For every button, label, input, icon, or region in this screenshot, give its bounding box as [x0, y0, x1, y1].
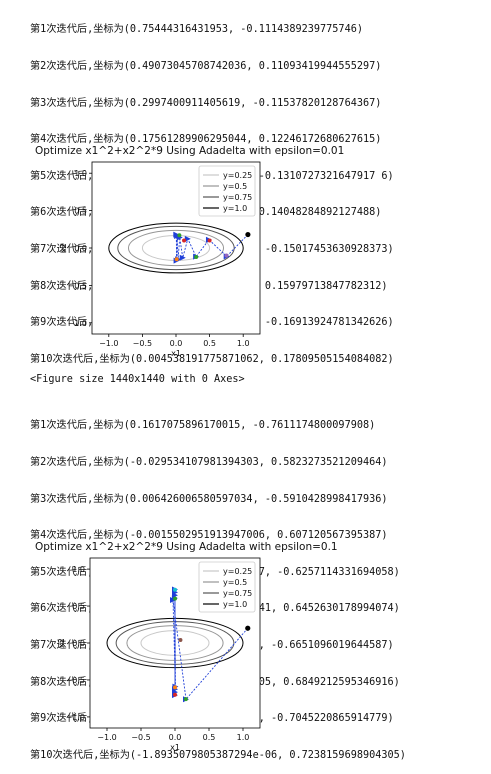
x-tick-label: −1.0 — [99, 339, 118, 348]
legend-label: y=0.25 — [223, 171, 252, 180]
legend-label: y=0.75 — [223, 193, 252, 202]
path-marker — [173, 692, 177, 697]
chart-2-title: Optimize x1^2+x2^2*9 Using Adadelta with… — [35, 541, 338, 553]
x-tick-label: 0.5 — [203, 733, 216, 742]
start-point — [245, 625, 251, 631]
legend-box — [198, 561, 256, 613]
path-marker — [178, 638, 183, 643]
x-tick-label: −1.0 — [97, 733, 116, 742]
x-axis-label: x1 — [170, 743, 180, 752]
y-tick-label: 1.0 — [74, 169, 87, 178]
x-tick-label: −0.5 — [131, 733, 150, 742]
y-tick-label: 0.5 — [74, 207, 87, 216]
y-tick-label: −1.0 — [66, 713, 85, 722]
legend-label: y=1.0 — [223, 204, 247, 213]
contour-line — [127, 229, 225, 267]
y-tick-label: −0.5 — [68, 281, 87, 290]
chart-1: −1.0 −0.5 0.0 0.5 1.0 1.0 0.5 0.0 −0.5 −1.0 x1 x2 y=… — [59, 161, 261, 358]
path-marker — [207, 238, 212, 243]
y-tick-label: 0.5 — [72, 602, 85, 611]
output-line: 第1次迭代后,坐标为(0.1617075896170015, -0.761117… — [30, 420, 376, 432]
x-tick-label: 0.0 — [170, 339, 183, 348]
path-marker — [177, 233, 182, 238]
y-tick-label: 1.0 — [72, 565, 85, 574]
path-marker — [183, 697, 188, 702]
x-axis-label: x1 — [171, 349, 181, 358]
x-tick-label: 1.0 — [237, 339, 250, 348]
path-marker — [173, 596, 177, 601]
legend-label: y=0.75 — [223, 589, 252, 598]
legend-label: y=1.0 — [223, 600, 247, 609]
chart-1-title: Optimize x1^2+x2^2*9 Using Adadelta with… — [35, 145, 345, 157]
path-arrow — [173, 231, 180, 238]
path-marker — [174, 257, 179, 262]
output-line: 第10次迭代后,坐标为(0.004538191775871062, 0.1780… — [30, 353, 394, 365]
path-arrow — [179, 254, 186, 261]
output-line: 第2次迭代后,坐标为(-0.029534107981394303, 0.5823… — [30, 457, 388, 468]
y-tick-label: 0.0 — [72, 639, 85, 648]
output-line: 第4次迭代后,坐标为(0.17561289906295044, 0.122461… — [30, 134, 382, 146]
output-line: 第10次迭代后,坐标为(-1.8935079805387294e-06, 0.7… — [30, 749, 406, 761]
chart-2: −1.0 −0.5 0.0 0.5 1.0 1.0 0.5 0.0 −0.5 −1.0 x1 x2 y=… — [57, 557, 261, 752]
path-marker — [194, 254, 199, 259]
legend-label: y=0.5 — [223, 182, 247, 191]
start-point — [245, 231, 251, 238]
x-tick-label: −0.5 — [133, 339, 152, 348]
y-tick-label: 0.0 — [74, 244, 87, 253]
path-arrow — [184, 235, 191, 242]
legend-label: y=0.5 — [223, 578, 247, 587]
x-tick-label: 0.5 — [203, 339, 216, 348]
y-tick-label: −1.0 — [68, 319, 87, 328]
figure-size-caption: <Figure size 1440x1440 with 0 Axes> — [30, 374, 245, 385]
legend-label: y=0.25 — [223, 567, 252, 576]
path-marker — [224, 253, 229, 258]
output-line: 第2次迭代后,坐标为(0.49073045708742036, 0.110934… — [30, 61, 382, 72]
output-line: 第3次迭代后,坐标为(0.006426006580597034, -0.5910… — [30, 493, 388, 505]
x-tick-label: 1.0 — [237, 733, 250, 742]
descent-path — [175, 234, 249, 261]
contour-line — [108, 222, 244, 274]
y-axis-label: x2 — [57, 638, 66, 648]
path-marker — [182, 238, 187, 243]
output-line: 第4次迭代后,坐标为(-0.0015502951913947006, 0.607… — [30, 530, 388, 542]
path-marker — [173, 587, 177, 592]
output-line: 第1次迭代后,坐标为(0.75444316431953, -0.11143892… — [30, 24, 363, 36]
x-tick-label: 0.0 — [169, 733, 182, 742]
y-axis-label: x2 — [59, 243, 68, 253]
output-line: 第3次迭代后,坐标为(0.2997400911405619, -0.115378… — [30, 97, 382, 109]
legend-box — [198, 165, 256, 217]
y-tick-label: −0.5 — [66, 676, 85, 685]
path-marker — [173, 685, 177, 690]
